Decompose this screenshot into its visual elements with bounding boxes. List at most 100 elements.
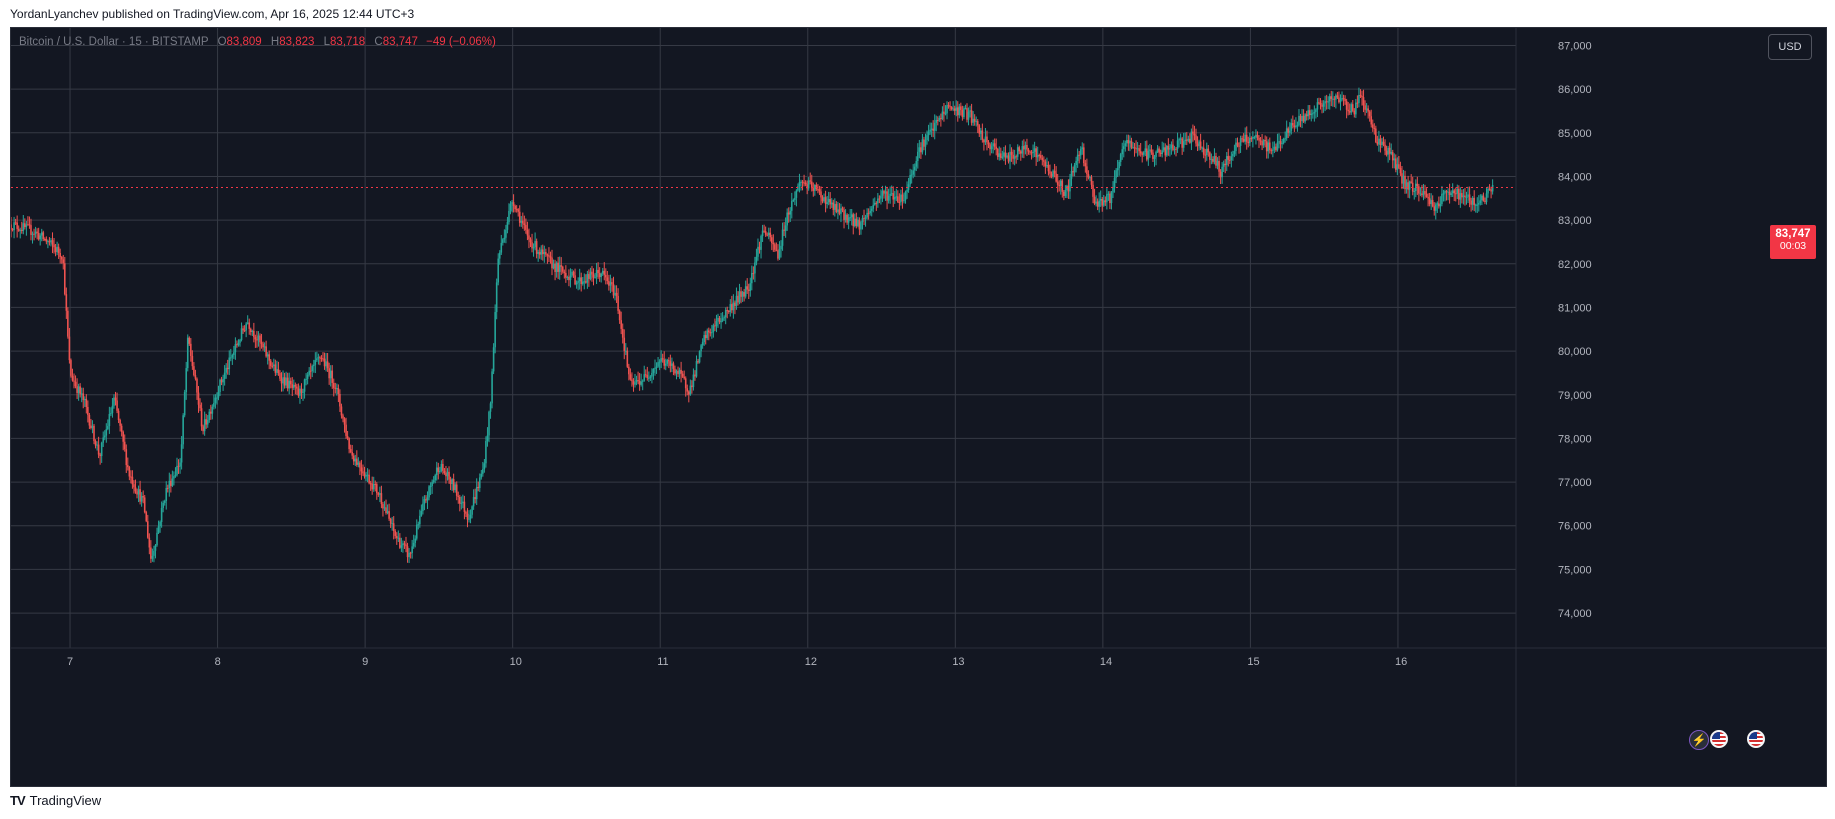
candle-body — [522, 220, 524, 224]
candle-body — [94, 440, 97, 446]
candle-body — [606, 277, 609, 281]
candle-body — [1175, 148, 1177, 150]
candle-body — [498, 252, 501, 259]
candle-body — [1222, 163, 1225, 167]
candle-body — [1039, 155, 1042, 158]
candle-body — [695, 361, 698, 377]
candle-body — [840, 208, 842, 214]
candle-body — [248, 322, 251, 329]
candle-body — [933, 122, 936, 131]
candle-body — [1465, 196, 1468, 198]
candle-body — [754, 262, 756, 274]
candle-body — [156, 532, 158, 546]
candle-body — [1441, 193, 1443, 205]
candle-body — [601, 270, 604, 274]
candle-body — [1166, 145, 1168, 156]
candle-body — [1478, 202, 1480, 205]
candle-body — [1281, 143, 1283, 145]
candle-body — [363, 473, 366, 477]
candle-body — [1010, 151, 1013, 155]
candle-body — [766, 234, 768, 236]
candle-body — [283, 377, 286, 386]
us-flag-icon[interactable] — [1710, 730, 1728, 748]
candle-body — [1195, 135, 1197, 144]
candle-body — [881, 190, 884, 196]
candle-body — [897, 196, 899, 202]
candle-body — [832, 202, 835, 210]
candle-body — [205, 419, 207, 425]
candle-body — [706, 330, 709, 339]
candle-body — [1327, 101, 1329, 103]
candle-body — [1312, 113, 1314, 115]
candle-body — [222, 378, 224, 383]
candle-body — [130, 476, 132, 478]
candle-body — [1081, 147, 1084, 150]
candle-body — [1296, 125, 1299, 127]
candle-body — [276, 369, 278, 373]
candle-body — [787, 212, 790, 215]
candle-body — [1395, 158, 1397, 170]
candle-body — [1024, 144, 1027, 150]
candle-body — [1418, 186, 1420, 194]
candle-body — [257, 335, 260, 341]
x-tick-label: 14 — [1100, 656, 1112, 668]
candle-body — [1476, 204, 1479, 206]
candle-body — [814, 185, 816, 191]
candle-body — [1364, 105, 1366, 110]
candle-body — [88, 414, 91, 426]
candle-body — [751, 273, 753, 284]
x-tick-label: 13 — [952, 656, 964, 668]
lightning-event-icon[interactable]: ⚡ — [1689, 730, 1709, 750]
candle-body — [127, 465, 129, 468]
candle-body — [294, 384, 297, 387]
candle-body — [114, 397, 117, 401]
candle-body — [1233, 151, 1236, 154]
tradingview-logo[interactable]: TV TradingView — [10, 793, 101, 808]
candle-body — [783, 229, 785, 231]
candle-body — [271, 365, 274, 367]
candle-body — [1315, 109, 1317, 112]
candle-body — [1204, 154, 1207, 156]
candle-body — [1069, 178, 1071, 192]
candle-body — [904, 191, 907, 200]
candle-body — [655, 366, 658, 368]
candle-body — [359, 462, 361, 468]
candle-body — [1255, 134, 1257, 138]
candle-body — [120, 425, 123, 432]
candle-body — [638, 381, 641, 385]
candle-body — [1319, 102, 1322, 105]
candle-body — [14, 222, 17, 224]
candle-body — [480, 473, 483, 478]
candle-body — [111, 405, 114, 414]
candle-body — [328, 368, 330, 379]
candle-body — [1262, 140, 1265, 146]
x-tick-label: 8 — [215, 656, 221, 668]
chart-panel[interactable]: 74,000 75,000 76,000 77,000 78,000 79,000 80,0… — [10, 27, 1827, 787]
candle-body — [574, 275, 576, 285]
candle-body — [1098, 200, 1100, 207]
candle-body — [485, 440, 487, 464]
candle-body — [514, 205, 516, 210]
candle-body — [534, 241, 536, 248]
us-flag-icon[interactable] — [1747, 730, 1765, 748]
candle-body — [1000, 153, 1002, 158]
candle-body — [661, 358, 664, 360]
candle-body — [146, 521, 149, 538]
candle-body — [1347, 109, 1349, 112]
currency-button[interactable]: USD — [1768, 34, 1812, 60]
candle-body — [1119, 154, 1122, 162]
candle-body — [789, 210, 792, 215]
candle-body — [1193, 133, 1196, 136]
candle-body — [1238, 145, 1240, 147]
candle-body — [1458, 188, 1460, 200]
candle-body — [692, 374, 695, 388]
candle-body — [1275, 146, 1277, 151]
candle-body — [628, 366, 630, 375]
candle-body — [469, 514, 472, 519]
candlestick-chart[interactable]: 74,000 75,000 76,000 77,000 78,000 79,000 80,0… — [11, 28, 1826, 786]
candle-body — [1083, 147, 1085, 164]
candle-body — [855, 218, 858, 226]
candle-body — [68, 336, 71, 361]
candle-body — [600, 273, 602, 278]
candle-body — [1453, 190, 1456, 194]
